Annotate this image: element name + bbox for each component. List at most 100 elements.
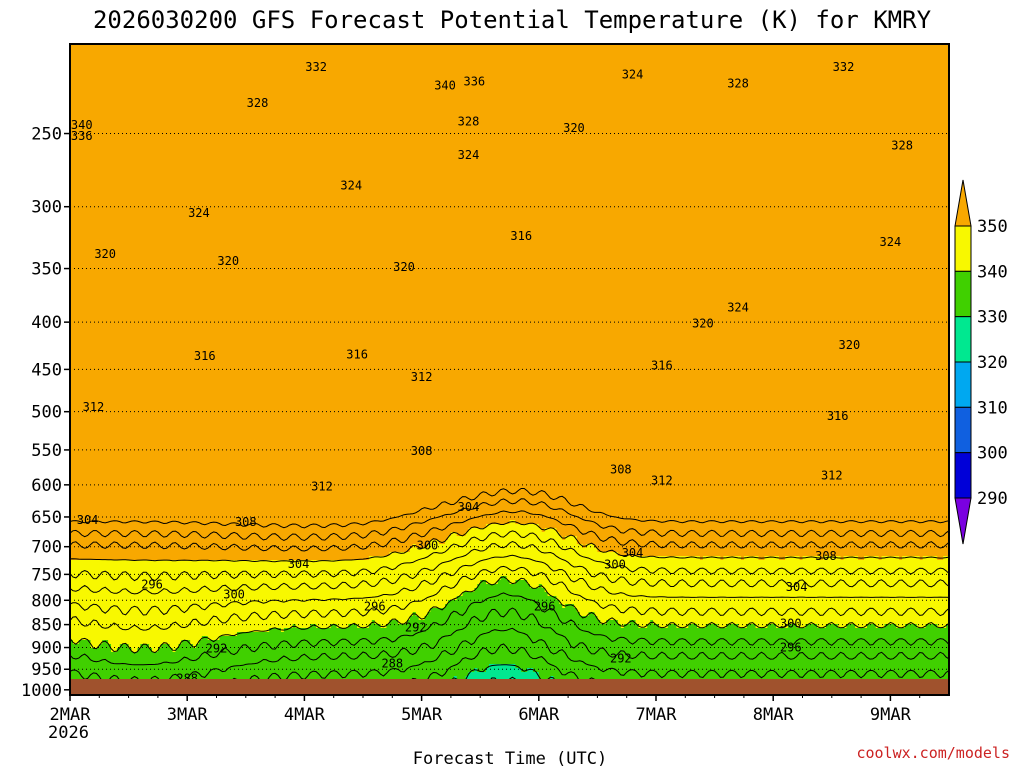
fill-cell [743,44,748,556]
fill-cell [858,560,862,628]
fill-cell [761,560,766,628]
fill-cell [600,552,604,624]
fill-cell [260,560,264,632]
fill-cell [878,44,883,560]
fill-cell [198,640,203,695]
fill-cell [588,612,593,695]
fill-cell [503,524,508,576]
fill-cell [462,592,467,680]
fill-cell [424,616,429,695]
fill-cell [503,576,508,664]
fill-cell [661,44,666,556]
contour-label: 296 [364,600,386,614]
fill-cell [571,44,575,536]
y-tick-label: 450 [31,360,62,380]
fill-cell [304,44,308,560]
fill-cell [600,44,604,552]
fill-cell [90,648,95,695]
fill-cell [292,560,297,624]
fill-cell [456,44,461,536]
fill-cell [134,652,138,695]
fill-cell [483,528,487,580]
fill-cell [934,556,938,624]
colorbar-label: 300 [977,444,1008,464]
fill-cell [620,44,625,556]
fill-cell [644,556,648,628]
fill-cell [603,552,607,624]
fill-cell [658,556,663,628]
fill-cell [102,560,106,640]
fill-cell [626,44,631,556]
contour-label: 300 [780,617,802,631]
fill-cell [784,44,789,556]
fill-cell [427,544,431,612]
fill-cell [292,44,297,560]
fill-cell [846,556,850,624]
fill-cell [175,648,180,695]
y-tick-label: 350 [31,260,62,280]
fill-cell [682,628,686,695]
isentrope-338 [70,592,949,666]
fill-cell [535,588,540,672]
fill-cell [825,556,830,624]
fill-cell [864,628,868,695]
fill-cell [119,44,124,560]
fill-cell [345,560,349,628]
fill-cell [617,624,622,695]
fill-cell [896,44,900,556]
fill-cell [283,628,288,695]
fill-cell [383,556,388,628]
fill-cell [861,628,865,695]
fill-cell [758,628,763,695]
fill-cell [814,556,818,624]
fill-cell [231,44,235,560]
fill-cell [758,44,763,560]
fill-cell [336,44,341,560]
x-tick-label: 7MAR [636,705,678,725]
fill-cell [239,44,244,560]
x-tick-label: 2MAR [50,705,92,725]
fill-cell [919,560,924,628]
fill-cell [459,596,464,684]
fill-cell [497,524,502,580]
fill-cell [656,44,660,556]
fill-cell [198,560,203,640]
fill-cell [503,44,508,524]
fill-cell [667,556,672,624]
fill-cell [386,624,390,695]
fill-cell [614,44,619,552]
colorbar-label: 290 [977,489,1008,509]
fill-cell [597,44,601,552]
fill-cell [790,556,795,624]
fill-cell [887,556,891,624]
fill-cell [509,584,514,664]
contour-label: 316 [510,229,532,243]
fill-cell [295,560,300,628]
fill-cell [404,552,408,624]
fill-cell [163,44,168,560]
colorbar-band [954,225,972,272]
fill-cell [861,560,865,628]
fill-cell [321,560,326,628]
fill-cell [784,628,789,695]
fill-cell [931,44,935,556]
fill-cell [817,556,821,628]
fill-cell [327,44,332,560]
contour-label: 292 [405,620,427,634]
fill-cell [946,624,949,695]
isentrope-336 [70,607,949,686]
fill-cell [568,536,572,604]
fill-cell [160,44,165,560]
fill-cell [802,556,807,628]
fill-cell [149,648,153,695]
fill-cell [190,44,194,560]
fill-cell [899,628,903,695]
fill-cell [404,624,408,695]
fill-cell [430,540,434,608]
fill-cell [890,624,894,695]
fill-cell [398,552,402,624]
fill-cell [506,580,511,664]
fill-cell [169,648,174,695]
fill-cell [70,640,74,695]
